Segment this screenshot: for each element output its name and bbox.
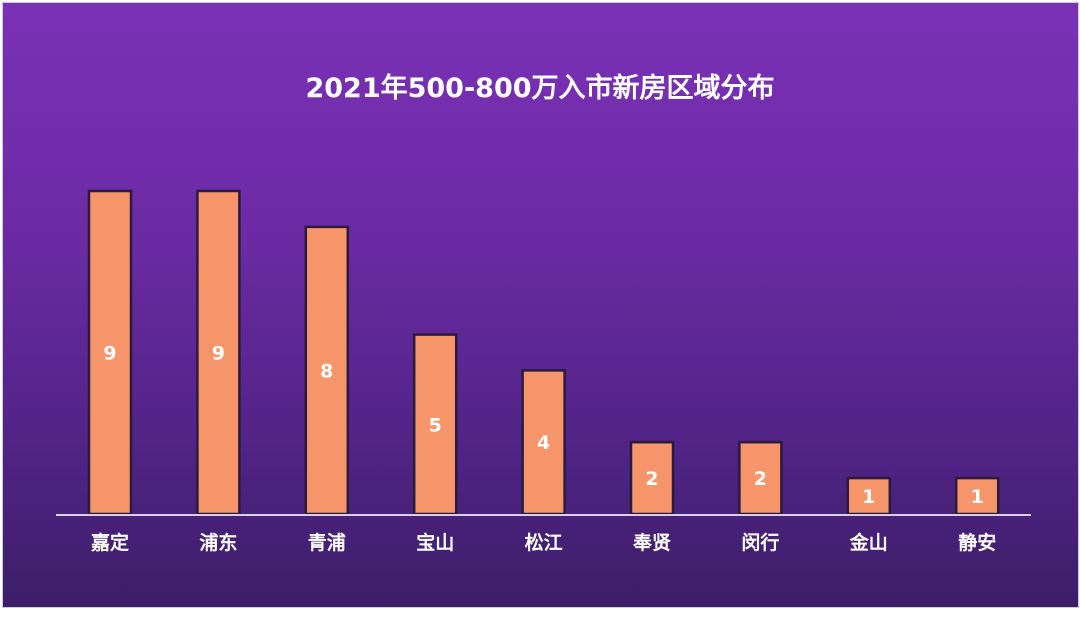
category-label: 松江 bbox=[525, 531, 563, 554]
data-label: 9 bbox=[212, 343, 225, 365]
bar-静安 bbox=[954, 476, 1000, 516]
chart-title: 2021年500-800万入市新房区域分布 bbox=[305, 73, 775, 104]
category-label: 金山 bbox=[849, 531, 888, 554]
data-label: 2 bbox=[645, 468, 658, 490]
category-label: 嘉定 bbox=[90, 531, 129, 554]
data-label: 2 bbox=[754, 468, 767, 490]
data-label: 1 bbox=[862, 486, 875, 508]
bar-嘉定 bbox=[87, 189, 133, 516]
category-label: 奉贤 bbox=[632, 531, 671, 554]
bar-奉贤 bbox=[629, 440, 675, 516]
data-label: 8 bbox=[320, 360, 333, 382]
data-label: 9 bbox=[103, 343, 116, 365]
bar-浦东 bbox=[196, 189, 241, 516]
category-label: 浦东 bbox=[199, 531, 237, 554]
category-label: 闵行 bbox=[741, 531, 779, 554]
category-label: 宝山 bbox=[416, 531, 454, 554]
data-label: 5 bbox=[429, 414, 442, 436]
data-label: 4 bbox=[537, 432, 550, 454]
bar-闵行 bbox=[738, 440, 783, 516]
data-label: 1 bbox=[971, 486, 984, 508]
bar-金山 bbox=[846, 476, 892, 516]
category-label: 静安 bbox=[958, 531, 996, 554]
category-label: 青浦 bbox=[308, 531, 346, 554]
